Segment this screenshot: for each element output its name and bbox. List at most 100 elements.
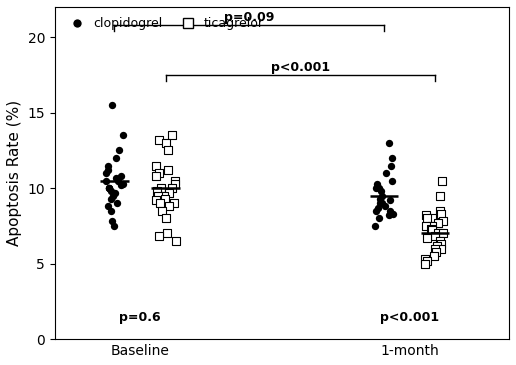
- Point: [164, 167, 172, 173]
- Point: [436, 193, 444, 199]
- Point: [434, 231, 442, 237]
- Point: [371, 223, 379, 229]
- Point: [372, 208, 380, 214]
- Point: [157, 185, 166, 191]
- Point: [104, 167, 112, 173]
- Point: [431, 246, 439, 251]
- Text: p<0.001: p<0.001: [380, 311, 439, 324]
- Point: [427, 226, 436, 232]
- Point: [168, 185, 176, 191]
- Point: [114, 178, 122, 184]
- Point: [373, 181, 381, 187]
- Point: [117, 182, 125, 188]
- Point: [372, 185, 380, 191]
- Point: [109, 193, 117, 199]
- Point: [154, 170, 163, 176]
- Text: p=0.6: p=0.6: [119, 311, 161, 324]
- Point: [421, 256, 429, 262]
- Point: [438, 178, 446, 184]
- Point: [164, 147, 172, 153]
- Point: [422, 212, 430, 218]
- Point: [112, 175, 120, 181]
- Point: [388, 178, 396, 184]
- Point: [434, 220, 442, 226]
- Point: [155, 137, 163, 143]
- Point: [171, 178, 179, 184]
- Point: [430, 253, 438, 259]
- Point: [163, 231, 171, 237]
- Point: [165, 203, 173, 209]
- Point: [423, 215, 431, 221]
- Point: [375, 185, 383, 191]
- Point: [111, 190, 119, 196]
- Point: [437, 241, 445, 247]
- Point: [430, 234, 439, 239]
- Point: [375, 215, 383, 221]
- Point: [381, 203, 389, 209]
- Point: [171, 238, 180, 244]
- Point: [170, 200, 179, 206]
- Point: [374, 205, 382, 211]
- Point: [377, 200, 385, 206]
- Point: [107, 188, 115, 194]
- Point: [109, 223, 118, 229]
- Point: [119, 132, 127, 138]
- Point: [423, 235, 431, 241]
- Point: [162, 140, 170, 146]
- Point: [106, 208, 115, 214]
- Point: [437, 211, 445, 217]
- Point: [385, 140, 393, 146]
- Point: [436, 231, 444, 237]
- Point: [376, 200, 384, 206]
- Point: [377, 188, 385, 194]
- Point: [104, 185, 112, 191]
- Y-axis label: Apoptosis Rate (%): Apoptosis Rate (%): [7, 100, 22, 246]
- Point: [157, 208, 166, 214]
- Point: [112, 200, 121, 206]
- Point: [162, 196, 170, 202]
- Point: [160, 193, 168, 199]
- Point: [108, 102, 116, 108]
- Point: [117, 173, 125, 179]
- Point: [428, 223, 436, 229]
- Point: [155, 234, 163, 239]
- Point: [153, 188, 161, 194]
- Point: [432, 243, 441, 249]
- Point: [156, 200, 165, 206]
- Point: [152, 173, 160, 179]
- Point: [385, 208, 394, 214]
- Point: [112, 155, 120, 161]
- Point: [437, 246, 445, 251]
- Point: [106, 196, 115, 202]
- Point: [378, 193, 386, 199]
- Point: [421, 261, 429, 266]
- Point: [439, 219, 447, 224]
- Point: [388, 155, 396, 161]
- Point: [431, 249, 440, 254]
- Point: [119, 181, 127, 187]
- Point: [385, 212, 393, 218]
- Point: [386, 197, 394, 203]
- Point: [436, 238, 444, 244]
- Point: [436, 208, 444, 214]
- Point: [153, 193, 162, 199]
- Text: p=0.09: p=0.09: [224, 11, 275, 24]
- Point: [152, 162, 160, 168]
- Point: [439, 231, 447, 237]
- Point: [152, 197, 160, 203]
- Point: [102, 178, 110, 184]
- Point: [171, 181, 180, 187]
- Point: [422, 223, 430, 229]
- Point: [168, 132, 176, 138]
- Point: [165, 190, 173, 196]
- Point: [388, 162, 396, 168]
- Point: [389, 211, 397, 217]
- Point: [105, 185, 114, 191]
- Point: [115, 147, 123, 153]
- Point: [427, 227, 436, 233]
- Point: [104, 162, 112, 168]
- Point: [108, 219, 116, 224]
- Point: [428, 215, 437, 221]
- Legend: clopidogrel, ticagrelor: clopidogrel, ticagrelor: [61, 13, 268, 34]
- Point: [104, 203, 112, 209]
